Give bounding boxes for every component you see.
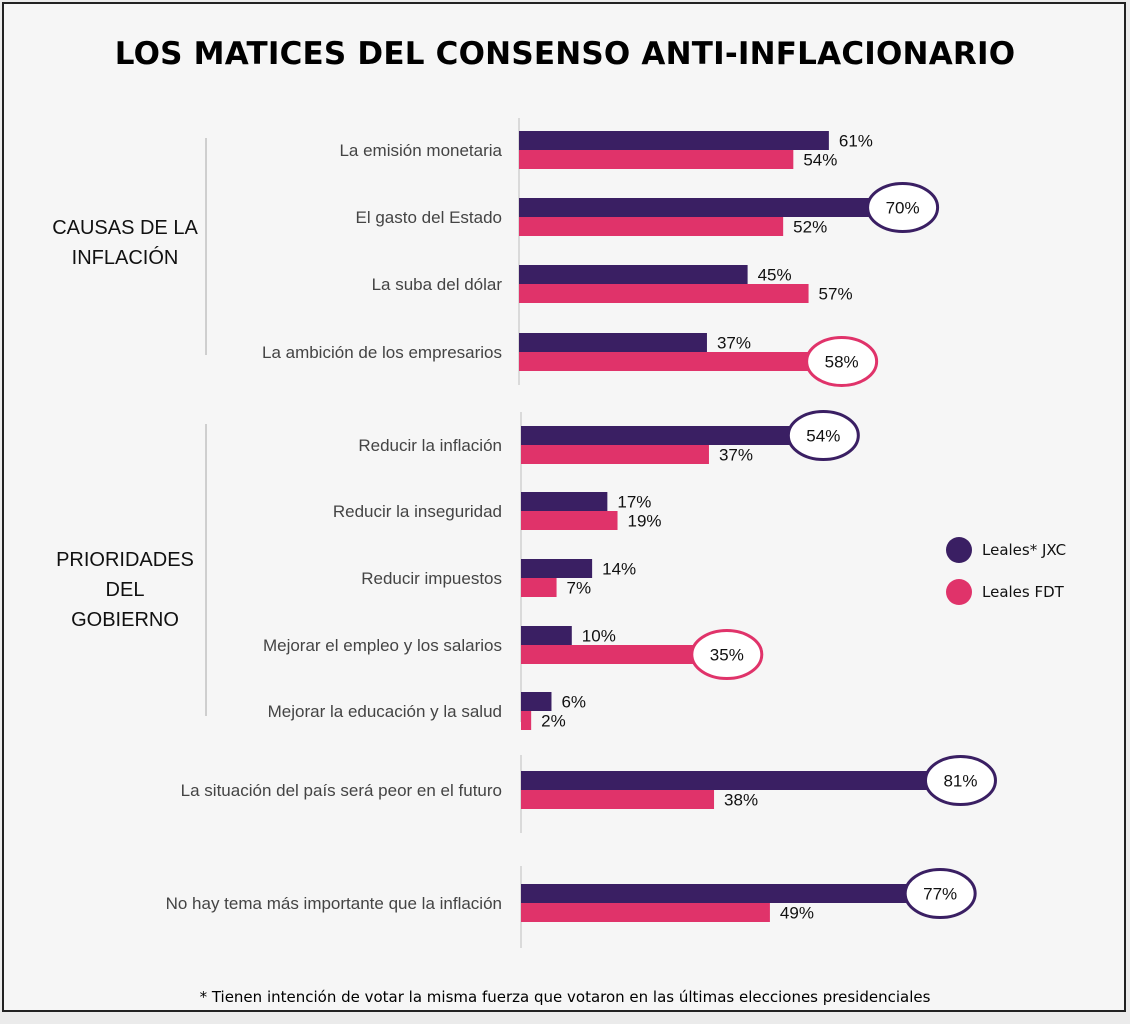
category-label-no-hay-tema-mas-importante-que-la-inflacion: No hay tema más importante que la inflac… [166, 894, 502, 913]
value-label-fdt-reducir-la-inseguridad: 19% [628, 512, 662, 531]
group-label-prioridades-line-2: DEL [105, 579, 145, 601]
bar-jxc-reducir-impuestos [521, 559, 593, 578]
value-label-jxc-mejorar-el-empleo-y-los-salarios: 10% [582, 627, 616, 646]
value-label-jxc-la-situacion-del-pais-sera-peor-en-el-futuro: 81% [943, 772, 977, 791]
bar-fdt-mejorar-el-empleo-y-los-salarios [521, 645, 699, 664]
group-label-prioridades-line-3: GOBIERNO [71, 609, 179, 631]
highlight-ring-jxc-reducir-la-inflacion [786, 410, 860, 461]
highlight-ring-jxc-la-situacion-del-pais-sera-peor-en-el-futuro [923, 755, 997, 806]
category-label-reducir-la-inflacion: Reducir la inflación [358, 436, 502, 455]
bar-jxc-reducir-la-inseguridad [521, 492, 608, 511]
group-label-causas-line-2: INFLACIÓN [71, 247, 179, 269]
value-label-jxc-el-gasto-del-estado: 70% [886, 199, 920, 218]
bar-fdt-reducir-la-inseguridad [521, 511, 618, 530]
bar-jxc-el-gasto-del-estado [519, 198, 875, 217]
category-label-reducir-la-inseguridad: Reducir la inseguridad [333, 502, 502, 521]
bar-jxc-mejorar-el-empleo-y-los-salarios [521, 626, 572, 645]
value-label-fdt-reducir-la-inflacion: 37% [719, 446, 753, 465]
bar-jxc-la-situacion-del-pais-sera-peor-en-el-futuro [521, 771, 933, 790]
value-label-jxc-reducir-la-inflacion: 54% [806, 427, 840, 446]
legend-swatch-fdt [946, 579, 972, 605]
highlight-ring-fdt-la-ambicion-de-los-empresarios [805, 336, 879, 387]
group-label-prioridades: PRIORIDADES DEL GOBIERNO [40, 545, 210, 635]
value-label-jxc-no-hay-tema-mas-importante-que-la-inflacion: 77% [923, 885, 957, 904]
group-label-causas-line-1: CAUSAS DE LA [52, 217, 198, 239]
value-label-jxc-la-suba-del-dolar: 45% [758, 266, 792, 285]
category-label-la-situacion-del-pais-sera-peor-en-el-futuro: La situación del país será peor en el fu… [181, 781, 502, 800]
value-label-fdt-la-situacion-del-pais-sera-peor-en-el-futuro: 38% [724, 791, 758, 810]
value-label-jxc-la-emision-monetaria: 61% [839, 132, 873, 151]
bar-jxc-la-emision-monetaria [519, 131, 829, 150]
value-label-jxc-mejorar-la-educacion-y-la-salud: 6% [561, 693, 586, 712]
group-label-causas: CAUSAS DE LA INFLACIÓN [40, 213, 210, 273]
value-label-fdt-mejorar-la-educacion-y-la-salud: 2% [541, 712, 566, 731]
category-label-la-suba-del-dolar: La suba del dólar [372, 275, 503, 294]
category-label-mejorar-el-empleo-y-los-salarios: Mejorar el empleo y los salarios [263, 636, 502, 655]
bar-jxc-la-suba-del-dolar [519, 265, 748, 284]
value-label-jxc-la-ambicion-de-los-empresarios: 37% [717, 334, 751, 353]
highlight-ring-jxc-el-gasto-del-estado [866, 182, 940, 233]
highlight-ring-jxc-no-hay-tema-mas-importante-que-la-inflacion [903, 868, 977, 919]
bar-fdt-el-gasto-del-estado [519, 217, 784, 236]
legend-label-jxc: Leales* JXC [982, 541, 1067, 559]
bar-fdt-la-suba-del-dolar [519, 284, 809, 303]
bar-fdt-la-emision-monetaria [519, 150, 794, 169]
category-label-mejorar-la-educacion-y-la-salud: Mejorar la educación y la salud [268, 702, 502, 721]
group-label-prioridades-line-1: PRIORIDADES [56, 549, 194, 571]
bar-fdt-mejorar-la-educacion-y-la-salud [521, 711, 532, 730]
category-label-la-ambicion-de-los-empresarios: La ambición de los empresarios [262, 343, 502, 362]
category-label-la-emision-monetaria: La emisión monetaria [339, 141, 502, 160]
legend-item-jxc: Leales* JXC [946, 536, 1066, 564]
value-label-fdt-mejorar-el-empleo-y-los-salarios: 35% [710, 646, 744, 665]
bar-jxc-no-hay-tema-mas-importante-que-la-inflacion [521, 884, 913, 903]
bar-fdt-reducir-impuestos [521, 578, 557, 597]
legend-swatch-jxc [946, 537, 972, 563]
bar-fdt-no-hay-tema-mas-importante-que-la-inflacion [521, 903, 770, 922]
value-label-fdt-la-suba-del-dolar: 57% [819, 285, 853, 304]
footnote: * Tienen intención de votar la misma fue… [199, 988, 931, 1006]
chart-legend: Leales* JXC Leales FDT [946, 536, 1066, 620]
value-label-fdt-reducir-impuestos: 7% [567, 579, 592, 598]
highlight-ring-fdt-mejorar-el-empleo-y-los-salarios [690, 629, 764, 680]
value-label-fdt-la-ambicion-de-los-empresarios: 58% [825, 353, 859, 372]
value-label-fdt-la-emision-monetaria: 54% [803, 151, 837, 170]
legend-label-fdt: Leales FDT [982, 583, 1064, 601]
bar-fdt-la-ambicion-de-los-empresarios [519, 352, 814, 371]
chart-title: LOS MATICES DEL CONSENSO ANTI-INFLACIONA… [114, 36, 1016, 72]
bar-fdt-la-situacion-del-pais-sera-peor-en-el-futuro [521, 790, 715, 809]
value-label-fdt-no-hay-tema-mas-importante-que-la-inflacion: 49% [780, 904, 814, 923]
value-label-fdt-el-gasto-del-estado: 52% [793, 218, 827, 237]
legend-item-fdt: Leales FDT [946, 578, 1066, 606]
value-label-jxc-reducir-impuestos: 14% [602, 560, 636, 579]
bar-jxc-reducir-la-inflacion [521, 426, 796, 445]
category-label-reducir-impuestos: Reducir impuestos [361, 569, 502, 588]
value-label-jxc-reducir-la-inseguridad: 17% [617, 493, 651, 512]
bar-fdt-reducir-la-inflacion [521, 445, 709, 464]
category-label-el-gasto-del-estado: El gasto del Estado [356, 208, 502, 227]
bar-jxc-la-ambicion-de-los-empresarios [519, 333, 707, 352]
bar-jxc-mejorar-la-educacion-y-la-salud [521, 692, 552, 711]
